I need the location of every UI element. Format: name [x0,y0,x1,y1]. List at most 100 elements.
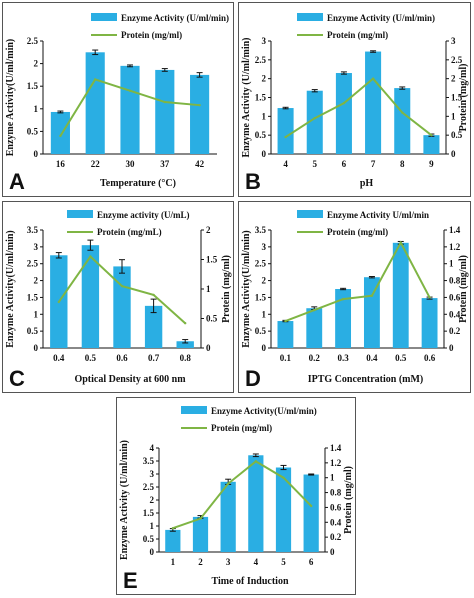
line-point [401,111,404,114]
legend-line-label: Protein (mg/ml) [211,423,272,433]
bar [365,51,382,155]
y2-tick-label: 1 [330,473,335,483]
line-point [284,135,287,139]
x-axis-label: Time of Induction [211,576,288,587]
error-bar [370,50,377,53]
y2-tick-label: 0 [449,343,454,353]
x-tick-label: 0.5 [85,353,97,363]
x-tick-label: 5 [281,557,286,567]
y2-tick-label: 2 [206,225,211,235]
y2-tick-label: 1 [449,259,454,269]
y2-tick-label: 0 [330,547,335,557]
x-tick-label: 0.8 [180,353,192,363]
error-bar [252,453,259,458]
x-axis-label: Temperature (°C) [100,178,176,189]
y2-tick-label: 1.2 [330,458,342,468]
line-point [371,77,375,80]
x-tick-label: 1 [171,557,176,567]
line-point [430,133,433,137]
line-point [399,241,402,244]
y2-tick-label: 0.2 [449,326,461,336]
bar [144,305,163,348]
y-tick-label: 1.5 [255,292,267,302]
line-point [313,117,316,120]
x-tick-label: 2 [198,557,203,567]
bar [220,481,236,552]
x-tick-label: 42 [195,159,205,169]
panel-letter: A [9,169,25,194]
line-point [120,284,124,288]
legend-bar-swatch [297,210,323,218]
chart-a: 0 0.5 1 1.5 2 2.5 16 22 30 37 42 Enzyme Activity (U… [5,13,229,194]
line-point [370,294,374,297]
y-tick-label: 2 [150,495,155,505]
line-point [94,78,97,81]
y-tick-label: 3 [34,242,39,252]
protein-line [172,460,312,530]
y2-axis-label: Protein (mg/ml) [458,255,469,323]
line-point [198,103,201,107]
error-bar [127,64,133,68]
error-bar [399,86,406,90]
x-axis-label: IPTG Concentration (mM) [308,374,424,385]
y2-axis-label: Protein (mg/ml) [343,466,354,534]
y-tick-label: 1 [34,104,39,114]
line-point [309,504,313,508]
x-tick-label: 22 [91,159,101,169]
y2-tick-label: 0.8 [449,276,461,286]
x-tick-label: 0.7 [148,353,160,363]
line-point [254,460,258,463]
error-bar [311,89,318,93]
legend-bar-swatch [297,13,323,21]
y-tick-label: 0.5 [27,126,39,136]
bar [192,516,209,552]
x-tick-label: 0.4 [53,353,65,363]
y2-tick-label: 3 [451,36,456,46]
y-tick-label: 0.5 [143,534,155,544]
chart-d: 0 0.5 1 1.5 2 2.5 3 3.5 0 0.2 0.4 0.6 0.8 1 1.2 1.4 0.1 0… [241,210,469,391]
bar [335,73,352,154]
y-tick-label: 1 [262,309,267,319]
chart-panel-e: 0 0.5 1 1.5 2 2.5 3 3.5 4 0 0.2 0.4 0.6 0.8 1 1.2 1.4 1 2 3… [116,397,356,595]
bar [176,341,194,348]
line-point [57,300,60,304]
protein-line [285,240,431,322]
y2-tick-label: 0.5 [451,130,463,140]
bar [165,529,181,552]
line-point [313,308,316,312]
y2-tick-label: 2.5 [451,55,463,65]
y-axis-label: Enzyme Activity(U/ml/min) [5,230,16,347]
y-tick-label: 0 [150,547,155,557]
y-tick-label: 2.5 [143,482,155,492]
line-point [184,322,187,325]
bar [50,111,70,154]
y-tick-label: 1 [34,309,39,319]
bar [113,266,131,348]
y-tick-label: 2 [262,276,267,286]
y2-tick-label: 0.2 [330,532,342,542]
y2-axis-label: Protein (mg/ml) [458,64,469,132]
line-point [428,296,431,299]
bar [277,321,294,348]
line-point [171,527,175,530]
x-tick-label: 9 [429,159,434,169]
bar [421,298,438,348]
error-bar [57,110,64,114]
chart-e: 0 0.5 1 1.5 2 2.5 3 3.5 4 0 0.2 0.4 0.6 0.8 1 1.2 1.4 1 2 3… [119,406,354,593]
x-tick-label: 0.6 [116,353,128,363]
y-tick-label: 3.5 [143,456,155,466]
bar [335,289,352,348]
error-bar [55,252,62,259]
y2-tick-label: 0 [451,149,456,159]
chart-panel-b: 0 0.5 1 1.5 2 2.5 3 0 0.5 1 1.5 2 2.5 3 4 5 6 7 8 9 Enzyme A… [238,2,471,197]
y2-tick-label: 1.4 [330,443,342,453]
y-tick-label: 3.5 [27,225,39,235]
bar [394,88,411,154]
line-point [342,101,346,105]
y-tick-label: 3.5 [255,225,267,235]
legend-bar-label: Enzyme Activity(U/ml/min) [211,406,317,416]
legend-bar-label: Enzyme Activity (U/ml/min) [327,13,435,23]
chart-panel-d: 0 0.5 1 1.5 2 2.5 3 3.5 0 0.2 0.4 0.6 0.8 1 1.2 1.4 0.1 0… [238,201,471,393]
legend-bar-swatch [67,210,93,218]
error-bar [340,71,347,75]
